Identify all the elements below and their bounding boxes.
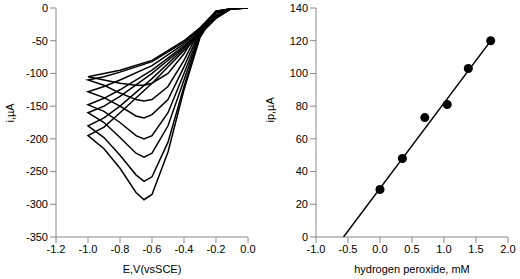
svg-text:2.0: 2.0 bbox=[500, 243, 512, 255]
svg-text:-1.0: -1.0 bbox=[79, 243, 98, 255]
svg-text:0: 0 bbox=[42, 2, 48, 14]
svg-text:1.0: 1.0 bbox=[436, 243, 451, 255]
svg-text:-0.6: -0.6 bbox=[143, 243, 162, 255]
svg-text:-0.4: -0.4 bbox=[175, 243, 194, 255]
svg-text:i,µA: i,µA bbox=[8, 103, 16, 123]
svg-text:60: 60 bbox=[296, 133, 308, 145]
svg-text:20: 20 bbox=[296, 198, 308, 210]
svg-text:120: 120 bbox=[290, 35, 308, 47]
svg-text:0: 0 bbox=[302, 231, 308, 243]
svg-text:100: 100 bbox=[290, 67, 308, 79]
svg-text:0.0: 0.0 bbox=[372, 243, 387, 255]
svg-text:0.5: 0.5 bbox=[404, 243, 419, 255]
svg-text:hydrogen peroxide, mM: hydrogen peroxide, mM bbox=[354, 263, 470, 275]
svg-text:-250: -250 bbox=[26, 165, 48, 177]
svg-text:-0.2: -0.2 bbox=[207, 243, 226, 255]
svg-text:-50: -50 bbox=[32, 35, 48, 47]
svg-text:1.5: 1.5 bbox=[468, 243, 483, 255]
svg-text:-350: -350 bbox=[26, 231, 48, 243]
svg-text:E,V(vsSCE): E,V(vsSCE) bbox=[123, 263, 182, 275]
svg-text:-150: -150 bbox=[26, 100, 48, 112]
svg-text:-200: -200 bbox=[26, 133, 48, 145]
svg-text:40: 40 bbox=[296, 165, 308, 177]
svg-text:80: 80 bbox=[296, 100, 308, 112]
svg-text:-1.2: -1.2 bbox=[47, 243, 66, 255]
svg-text:ip,µA: ip,µA bbox=[264, 97, 276, 123]
svg-text:140: 140 bbox=[290, 2, 308, 14]
svg-text:0.0: 0.0 bbox=[240, 243, 255, 255]
svg-text:-1.0: -1.0 bbox=[307, 243, 326, 255]
svg-text:-0.8: -0.8 bbox=[111, 243, 130, 255]
svg-text:-300: -300 bbox=[26, 198, 48, 210]
svg-text:-0.5: -0.5 bbox=[339, 243, 358, 255]
svg-text:-100: -100 bbox=[26, 67, 48, 79]
